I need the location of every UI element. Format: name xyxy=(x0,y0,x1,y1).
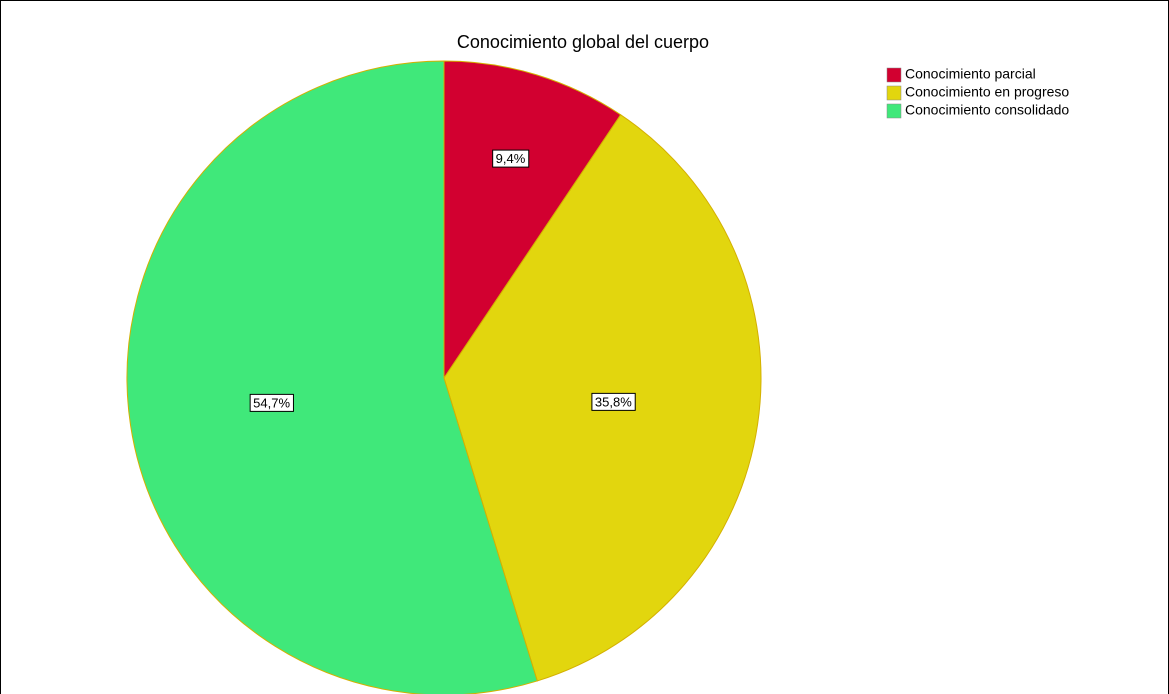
legend-label: Conocimiento parcial xyxy=(905,66,1036,82)
legend-label: Conocimiento en progreso xyxy=(905,84,1069,100)
data-label-box xyxy=(249,393,294,412)
pie-slice xyxy=(443,60,622,380)
pie-slice xyxy=(126,60,538,694)
data-label-box xyxy=(591,392,636,411)
legend-swatch xyxy=(886,85,902,101)
data-label: 35,8% xyxy=(595,394,632,409)
data-label: 9,4% xyxy=(496,151,526,166)
chart-title: Conocimiento global del cuerpo xyxy=(457,32,709,52)
legend-swatch xyxy=(886,103,902,119)
legend-swatch xyxy=(886,67,902,83)
legend-label: Conocimiento consolidado xyxy=(905,102,1069,118)
data-label: 54,7% xyxy=(253,395,290,410)
data-label-box xyxy=(492,149,530,168)
